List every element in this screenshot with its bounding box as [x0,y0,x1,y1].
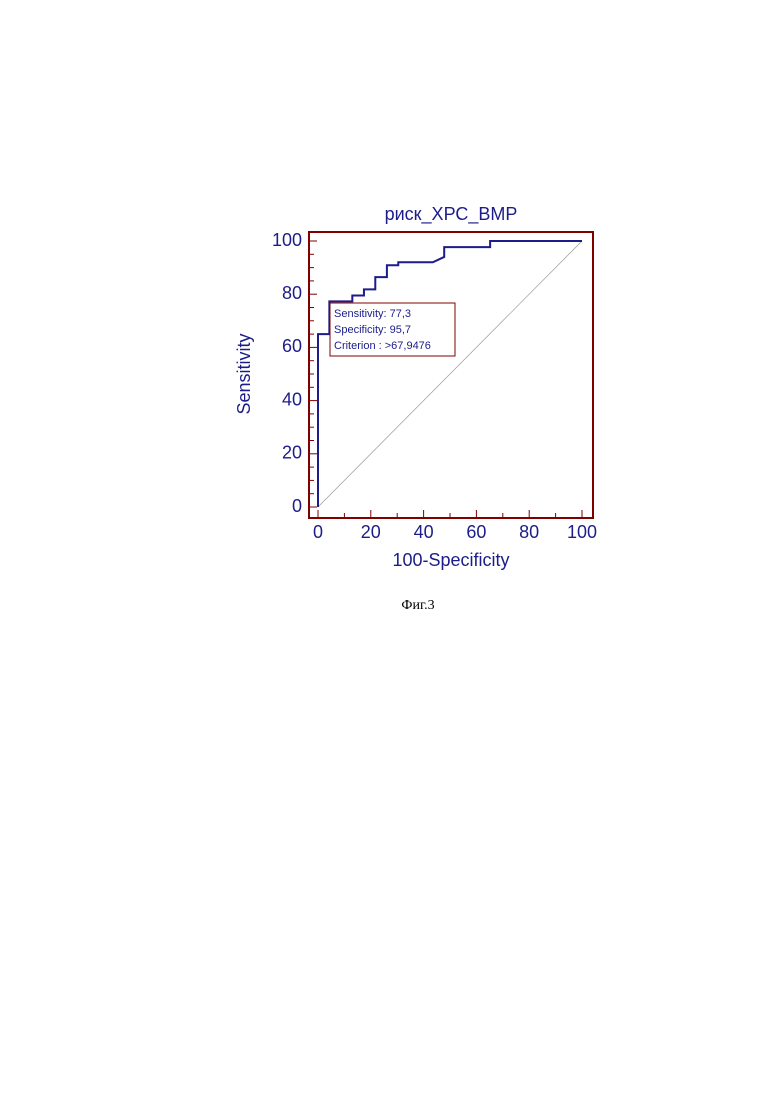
y-tick-label: 60 [282,336,302,356]
x-axis-label: 100-Specificity [392,550,509,570]
y-axis-label: Sensitivity [234,333,254,414]
chart-title: риск_ХРС_ВМР [385,204,518,225]
x-tick-label: 60 [466,522,486,542]
x-tick-label: 0 [313,522,323,542]
x-tick-label: 100 [567,522,597,542]
annotation-line: Sensitivity: 77,3 [334,308,411,320]
y-tick-label: 20 [282,443,302,463]
chart: риск_ХРС_ВМР 100-Specificity Sensitivity… [0,0,780,1103]
annotation-line: Specificity: 95,7 [334,324,411,336]
page: риск_ХРС_ВМР 100-Specificity Sensitivity… [0,0,780,1108]
plot-frame [309,232,593,518]
caption: Фиг.3 [401,598,434,613]
y-tick-label: 0 [292,496,302,516]
y-tick-label: 40 [282,389,302,409]
reference-diagonal [318,241,582,507]
x-tick-label: 20 [361,522,381,542]
x-tick-label: 80 [519,522,539,542]
y-tick-label: 100 [272,230,302,250]
x-tick-label: 40 [414,522,434,542]
annotation-line: Criterion : >67,9476 [334,340,431,352]
y-tick-label: 80 [282,283,302,303]
